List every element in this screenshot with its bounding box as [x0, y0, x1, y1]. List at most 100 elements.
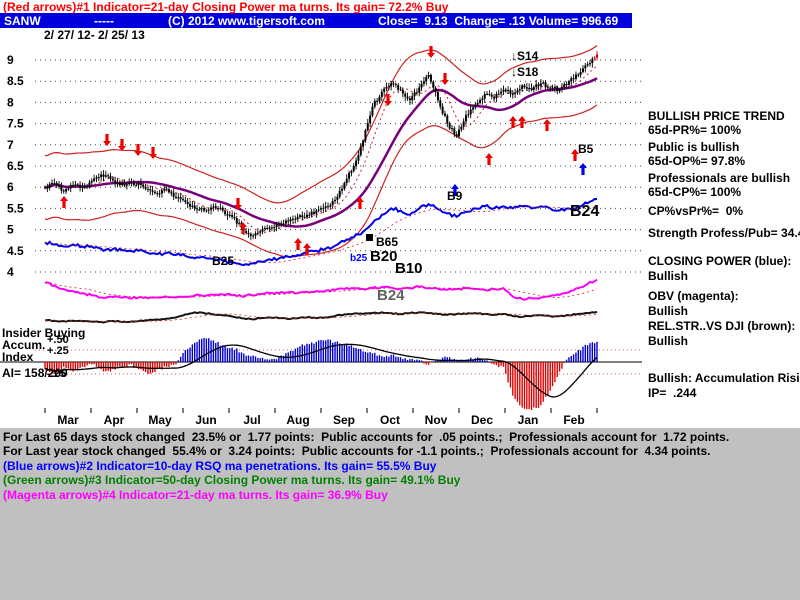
svg-text:Nov: Nov [425, 413, 448, 427]
lower-trading-band [44, 104, 598, 258]
red-down-arrow-icon [149, 147, 157, 159]
footer-panel: For Last 65 days stock changed 23.5% or … [0, 428, 800, 600]
svg-text:6: 6 [7, 180, 14, 194]
closing-power-line [44, 197, 598, 266]
blue-up-arrow-icon [451, 184, 459, 196]
ticker-symbol: SANW [4, 14, 41, 28]
red-up-arrow-icon [303, 243, 311, 255]
svg-text:7.5: 7.5 [7, 117, 24, 131]
svg-text:Dec: Dec [471, 413, 493, 427]
month-axis: Mar Apr May Jun Jul Aug Sep Oct Nov Dec Jan Feb [44, 408, 598, 427]
obv-ma [44, 282, 598, 298]
signal-label: B65 [376, 235, 398, 249]
blue-up-arrow-icon [579, 163, 587, 175]
price-axis: 9 8.5 8 7.5 7 6.5 6 5.5 5 4.5 4 [7, 53, 24, 279]
signal-label: B5 [578, 142, 594, 156]
signal-label: B20 [370, 248, 398, 265]
svg-text:7: 7 [7, 138, 14, 152]
svg-text:5.5: 5.5 [7, 201, 24, 215]
insider-buying-label: Insider Buying [2, 326, 86, 340]
right-panel-line: REL.STR..VS DJI (brown): [648, 319, 796, 333]
accum-axis: +.50+.25 -.25 [47, 334, 69, 380]
right-panel-line: Bullish [648, 304, 689, 318]
price-grid [35, 59, 642, 273]
red-up-arrow-icon [294, 238, 302, 250]
red-up-arrow-icon [509, 116, 517, 128]
right-panel-line: OBV (magenta): [648, 289, 739, 303]
right-panel-line: Strength Profess/Pub= 34.4 [648, 226, 800, 240]
red-up-arrow-icon [60, 196, 68, 208]
analysis-text-panel: BULLISH PRICE TREND 65d-PR%= 100% Public i… [646, 0, 800, 428]
red-up-arrow-icon [543, 119, 551, 131]
accum-label: Accum. [2, 338, 46, 352]
signal-label: B25 [212, 254, 234, 268]
banner-dashes: ----- [94, 14, 114, 28]
signal-label: ↓S14 [511, 49, 539, 63]
footer-line: For Last 65 days stock changed 23.5% or … [3, 430, 730, 444]
svg-text:Jan: Jan [518, 413, 539, 427]
date-range: 2/ 27/ 12- 2/ 25/ 13 [44, 28, 145, 42]
svg-text:Jun: Jun [195, 413, 216, 427]
right-panel-line: CP%vsPr%= 0% [648, 204, 744, 218]
red-down-arrow-icon [234, 198, 242, 210]
svg-text:Feb: Feb [563, 413, 584, 427]
candlesticks [44, 51, 598, 241]
red-down-arrow-icon [384, 94, 392, 106]
red-up-arrow-icon [571, 149, 579, 161]
accum-index-value: AI= 158/200 [2, 366, 68, 380]
footer-line: (Blue arrows)#2 Indicator=10-day RSQ ma … [3, 458, 437, 473]
right-panel-line: Bullish: Accumulation Rising [648, 371, 800, 385]
svg-text:Aug: Aug [286, 413, 309, 427]
dotted-ma-line [44, 65, 598, 233]
signal-label: B24 [570, 203, 599, 220]
right-panel-line: BULLISH PRICE TREND [648, 109, 785, 123]
svg-text:8.5: 8.5 [7, 74, 24, 88]
copyright-text: (C) 2012 www.tigersoft.com [168, 14, 325, 28]
svg-text:8: 8 [7, 95, 14, 109]
red-down-arrow-icon [103, 134, 111, 146]
red-down-arrow-icon [118, 139, 126, 151]
svg-text:6.5: 6.5 [7, 159, 24, 173]
title-banner: SANW ----- (C) 2012 www.tigersoft.com Cl… [0, 13, 632, 28]
right-panel-line: Bullish [648, 334, 689, 348]
obv-line [44, 278, 598, 301]
footer-line: (Green arrows)#3 Indicator=50-day Closin… [3, 473, 461, 488]
red-up-arrow-icon [239, 222, 247, 234]
signal-arrows [60, 46, 587, 255]
signal-label: b25 [350, 253, 368, 264]
svg-text:Oct: Oct [380, 413, 400, 427]
right-panel-line: 65d-PR%= 100% [648, 123, 742, 137]
index-label: Index [2, 350, 34, 364]
right-panel-line: CLOSING POWER (blue): [648, 254, 792, 268]
svg-text:+.50: +.50 [47, 334, 69, 346]
rel-strength-line [44, 310, 598, 324]
svg-text:9: 9 [7, 53, 14, 67]
footer-line: (Magenta arrows)#4 Indicator=21-day ma t… [3, 487, 388, 502]
signal-label: B24 [377, 287, 405, 304]
red-up-arrow-icon [518, 116, 526, 128]
red-down-arrow-icon [134, 144, 142, 156]
right-panel-line: 65d-CP%= 100% [648, 185, 742, 199]
right-panel-line: Public is bullish [648, 140, 740, 154]
svg-text:Apr: Apr [104, 413, 125, 427]
svg-text:Jul: Jul [243, 413, 260, 427]
purple-ma-line [44, 77, 598, 228]
footer-line: For Last year stock changed 55.4% or 3.2… [3, 444, 711, 459]
svg-text:Sep: Sep [333, 413, 355, 427]
svg-text:4.5: 4.5 [7, 244, 24, 258]
red-up-arrow-icon [356, 197, 364, 209]
right-panel-line: 65d-OP%= 97.8% [648, 154, 746, 168]
svg-text:May: May [148, 413, 172, 427]
quote-summary: Close= 9.13 Change= .13 Volume= 996.69 [378, 14, 619, 28]
svg-text:4: 4 [7, 265, 14, 279]
svg-text:Mar: Mar [57, 413, 79, 427]
signal-label: B9 [447, 189, 463, 203]
svg-text:+.25: +.25 [47, 345, 69, 357]
right-panel-line: Professionals are bullish [648, 171, 791, 185]
signal-label: B10 [395, 260, 423, 277]
right-panel-line: IP= .244 [648, 386, 697, 400]
accum-histogram [0, 338, 642, 410]
red-down-arrow-icon [427, 46, 435, 58]
